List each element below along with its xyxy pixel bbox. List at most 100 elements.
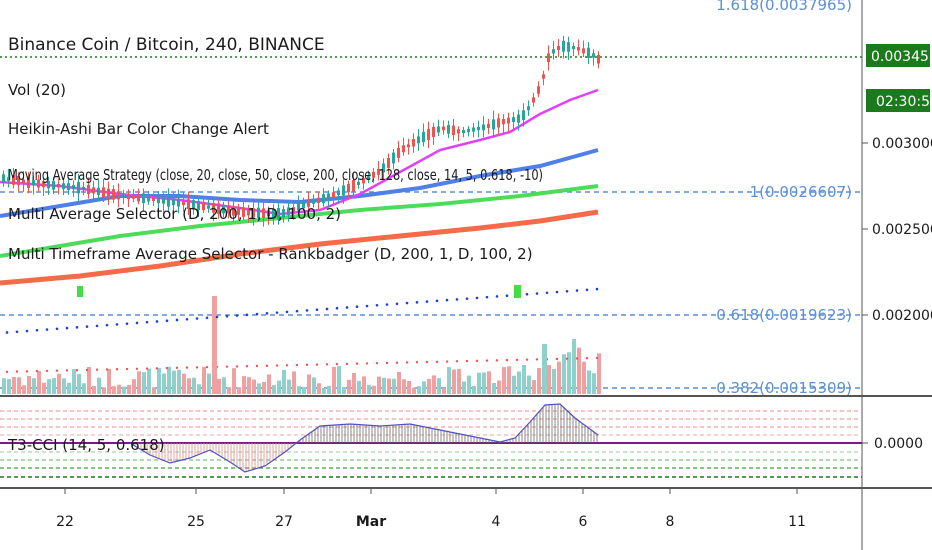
candle-body[interactable] — [52, 180, 55, 190]
candle-body[interactable] — [7, 177, 10, 181]
candle-body[interactable] — [347, 183, 350, 193]
candle-body[interactable] — [77, 182, 80, 194]
candle-body[interactable] — [207, 205, 210, 209]
legend-heikin[interactable]: Heikin-Ashi Bar Color Change Alert — [8, 120, 269, 138]
candle-body[interactable] — [312, 200, 315, 204]
candle-body[interactable] — [102, 187, 105, 198]
candle-body[interactable] — [282, 209, 285, 218]
candle-body[interactable] — [197, 201, 200, 211]
candle-body[interactable] — [547, 53, 550, 62]
legend-oscillator[interactable]: T3-CCI (14, 5, 0.618) — [7, 436, 165, 454]
candle-body[interactable] — [302, 202, 305, 209]
candle-body[interactable] — [257, 207, 260, 218]
candle-body[interactable] — [222, 205, 225, 214]
candle-body[interactable] — [447, 125, 450, 134]
candle-body[interactable] — [292, 207, 295, 212]
candle-body[interactable] — [27, 176, 30, 188]
ma-orange[interactable] — [0, 209, 599, 286]
candle-body[interactable] — [82, 186, 85, 191]
candle-body[interactable] — [557, 45, 560, 51]
candle-body[interactable] — [92, 187, 95, 194]
candle-body[interactable] — [22, 179, 25, 184]
candle-body[interactable] — [392, 152, 395, 164]
candle-body[interactable] — [322, 194, 325, 204]
candle-body[interactable] — [162, 196, 165, 204]
candle-body[interactable] — [587, 47, 590, 58]
candle-body[interactable] — [37, 179, 40, 188]
candle-body[interactable] — [512, 117, 515, 123]
candle-body[interactable] — [412, 139, 415, 147]
candle-body[interactable] — [352, 179, 355, 192]
candle-body[interactable] — [462, 130, 465, 134]
candle-body[interactable] — [477, 126, 480, 131]
legend-vol[interactable]: Vol (20) — [8, 81, 66, 99]
candle-body[interactable] — [262, 208, 265, 218]
candle-body[interactable] — [122, 194, 125, 198]
candle-body[interactable] — [42, 181, 45, 188]
candle-body[interactable] — [147, 195, 150, 202]
candle-body[interactable] — [252, 208, 255, 217]
candle-body[interactable] — [97, 187, 100, 195]
candle-body[interactable] — [137, 194, 140, 202]
candle-body[interactable] — [127, 194, 130, 200]
candle-body[interactable] — [12, 174, 15, 185]
candle-body[interactable] — [317, 197, 320, 203]
candle-body[interactable] — [272, 208, 275, 219]
candle-body[interactable] — [402, 145, 405, 153]
candle-body[interactable] — [542, 74, 545, 79]
candle-body[interactable] — [307, 200, 310, 207]
candle-body[interactable] — [247, 209, 250, 216]
legend-multi-average[interactable]: Multi Average Selector (D, 200, 1, D, 10… — [8, 205, 341, 223]
candle-body[interactable] — [232, 205, 235, 216]
candle-body[interactable] — [387, 157, 390, 169]
candle-body[interactable] — [567, 42, 570, 52]
candle-body[interactable] — [337, 190, 340, 195]
candle-body[interactable] — [407, 144, 410, 148]
legend-moving-average-strategy[interactable]: Moving Average Strategy (close, 20, clos… — [8, 166, 543, 184]
candle-body[interactable] — [217, 203, 220, 214]
candle-body[interactable] — [212, 202, 215, 213]
candle-body[interactable] — [377, 168, 380, 175]
candle-body[interactable] — [17, 176, 20, 186]
candle-body[interactable] — [242, 207, 245, 217]
candle-body[interactable] — [32, 180, 35, 186]
candle-body[interactable] — [442, 126, 445, 131]
candle-body[interactable] — [577, 47, 580, 51]
candle-body[interactable] — [372, 171, 375, 178]
candle-body[interactable] — [332, 192, 335, 198]
fib-levels[interactable]: 1.618(0.0037965) 1(0.0026607) 0.618(0.00… — [0, 0, 862, 397]
candle-body[interactable] — [572, 46, 575, 50]
candle-body[interactable] — [2, 174, 5, 183]
candle-body[interactable] — [552, 49, 555, 54]
candle-body[interactable] — [117, 191, 120, 200]
symbol-title[interactable]: Binance Coin / Bitcoin, 240, BINANCE — [8, 35, 325, 55]
candle-body[interactable] — [582, 48, 585, 54]
candle-body[interactable] — [422, 131, 425, 143]
candle-body[interactable] — [487, 123, 490, 128]
candle-body[interactable] — [187, 199, 190, 209]
candle-body[interactable] — [427, 128, 430, 141]
candle-body[interactable] — [492, 119, 495, 130]
candle-body[interactable] — [182, 201, 185, 206]
candle-body[interactable] — [537, 86, 540, 94]
candle-body[interactable] — [482, 124, 485, 131]
signal-marker-1[interactable] — [77, 286, 83, 297]
candle-body[interactable] — [362, 178, 365, 184]
candle-body[interactable] — [237, 208, 240, 215]
candle-body[interactable] — [152, 197, 155, 202]
signal-marker-2[interactable] — [514, 285, 521, 298]
candle-body[interactable] — [87, 184, 90, 194]
candle-body[interactable] — [67, 183, 70, 191]
candle-body[interactable] — [327, 193, 330, 201]
candle-body[interactable] — [157, 196, 160, 204]
candle-body[interactable] — [507, 117, 510, 124]
candle-body[interactable] — [502, 118, 505, 125]
ma-blue[interactable] — [0, 148, 599, 218]
candle-body[interactable] — [342, 185, 345, 196]
candle-body[interactable] — [192, 200, 195, 210]
candle-body[interactable] — [437, 126, 440, 133]
candle-body[interactable] — [177, 198, 180, 207]
legend-multi-timeframe[interactable]: Multi Timeframe Average Selector - Rankb… — [8, 245, 533, 263]
time-axis[interactable]: 22 25 27 Mar 4 6 8 11 — [56, 488, 806, 530]
price-axis[interactable]: 0.0030000 0.0025000 0.0020000 0.0034557 … — [862, 44, 932, 452]
